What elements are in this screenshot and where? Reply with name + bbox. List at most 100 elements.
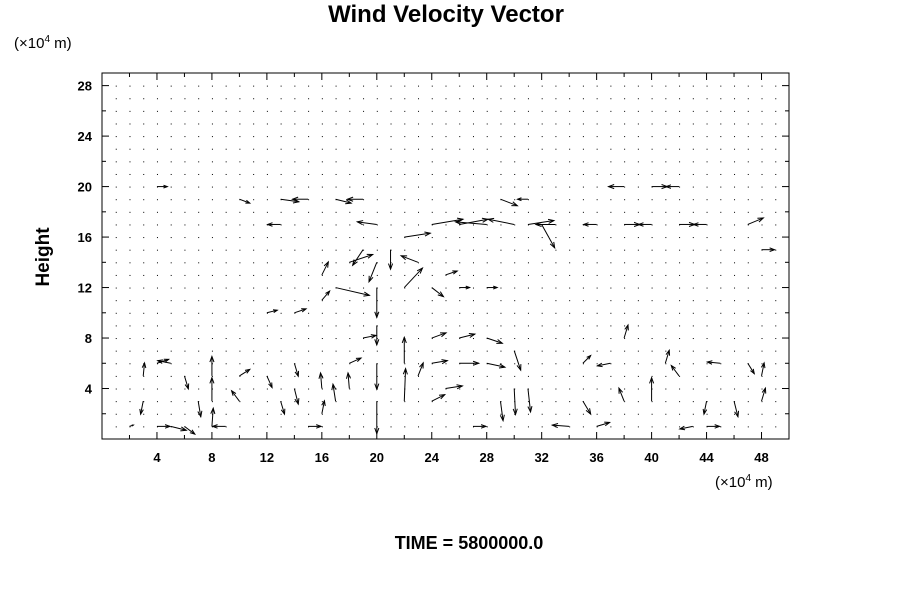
grid-dot <box>734 148 736 150</box>
grid-dot <box>569 136 571 138</box>
grid-dot <box>569 426 571 428</box>
grid-dot <box>129 110 131 112</box>
grid-dot <box>486 211 488 213</box>
grid-dot <box>170 325 172 327</box>
grid-dot <box>211 274 213 276</box>
grid-dot <box>390 401 392 403</box>
wind-vector <box>664 348 671 364</box>
grid-dot <box>280 262 282 264</box>
wind-vector <box>637 222 652 227</box>
grid-dot <box>335 161 337 163</box>
grid-dot <box>115 262 117 264</box>
grid-dot <box>679 98 681 100</box>
grid-dot <box>170 148 172 150</box>
grid-dot <box>569 401 571 403</box>
grid-dot <box>143 249 145 251</box>
wind-vector <box>401 335 407 364</box>
grid-dot <box>555 173 557 175</box>
grid-dot <box>514 211 516 213</box>
grid-dot <box>472 300 474 302</box>
grid-dot <box>335 312 337 314</box>
grid-dot <box>637 325 639 327</box>
wind-vector <box>349 253 375 263</box>
grid-dot <box>184 173 186 175</box>
wind-vector <box>747 217 765 225</box>
grid-dot <box>170 85 172 87</box>
grid-dot <box>610 211 612 213</box>
grid-dot <box>637 249 639 251</box>
grid-dot <box>349 85 351 87</box>
grid-dot <box>376 173 378 175</box>
grid-dot <box>376 249 378 251</box>
grid-dot <box>129 98 131 100</box>
wind-vector <box>141 361 147 376</box>
grid-dot <box>390 148 392 150</box>
grid-dot <box>445 350 447 352</box>
grid-dot <box>156 388 158 390</box>
grid-dot <box>376 123 378 125</box>
grid-dots <box>115 85 777 428</box>
grid-dot <box>761 123 763 125</box>
grid-dot <box>637 274 639 276</box>
grid-dot <box>514 338 516 340</box>
grid-dot <box>720 161 722 163</box>
grid-dot <box>624 249 626 251</box>
grid-dot <box>431 325 433 327</box>
grid-dot <box>569 173 571 175</box>
wind-vector <box>374 325 380 347</box>
grid-dot <box>734 249 736 251</box>
grid-dot <box>541 262 543 264</box>
grid-dot <box>720 98 722 100</box>
grid-dot <box>253 148 255 150</box>
grid-dot <box>198 249 200 251</box>
grid-dot <box>720 413 722 415</box>
grid-dot <box>418 413 420 415</box>
wind-vector <box>211 424 226 429</box>
grid-dot <box>692 312 694 314</box>
grid-dot <box>129 274 131 276</box>
grid-dot <box>692 300 694 302</box>
grid-dot <box>514 237 516 239</box>
grid-dot <box>253 199 255 201</box>
grid-dot <box>253 413 255 415</box>
grid-dot <box>335 350 337 352</box>
grid-dot <box>143 413 145 415</box>
grid-dot <box>418 363 420 365</box>
wind-vector <box>230 389 240 402</box>
grid-dot <box>679 350 681 352</box>
grid-dot <box>143 161 145 163</box>
grid-dot <box>747 413 749 415</box>
chart-title: Wind Velocity Vector <box>328 1 564 28</box>
grid-dot <box>692 148 694 150</box>
grid-dot <box>349 325 351 327</box>
grid-dot <box>266 249 268 251</box>
grid-dot <box>747 325 749 327</box>
grid-dot <box>390 274 392 276</box>
wind-vector <box>431 393 447 402</box>
grid-dot <box>376 262 378 264</box>
grid-dot <box>225 199 227 201</box>
grid-dot <box>445 338 447 340</box>
grid-dot <box>527 274 529 276</box>
grid-dot <box>624 85 626 87</box>
grid-dot <box>225 287 227 289</box>
grid-dot <box>280 426 282 428</box>
grid-dot <box>541 375 543 377</box>
grid-dot <box>321 338 323 340</box>
x-unit-prefix: (×10 <box>715 474 745 491</box>
grid-dot <box>143 375 145 377</box>
grid-dot <box>596 224 598 226</box>
x-tick-label: 40 <box>644 450 658 465</box>
grid-dot <box>280 350 282 352</box>
grid-dot <box>692 249 694 251</box>
wind-vector <box>404 231 432 238</box>
grid-dot <box>692 199 694 201</box>
grid-dot <box>335 274 337 276</box>
wind-vector <box>239 368 252 377</box>
grid-dot <box>115 186 117 188</box>
grid-dot <box>679 85 681 87</box>
grid-dot <box>514 300 516 302</box>
grid-dot <box>349 312 351 314</box>
grid-dot <box>418 262 420 264</box>
